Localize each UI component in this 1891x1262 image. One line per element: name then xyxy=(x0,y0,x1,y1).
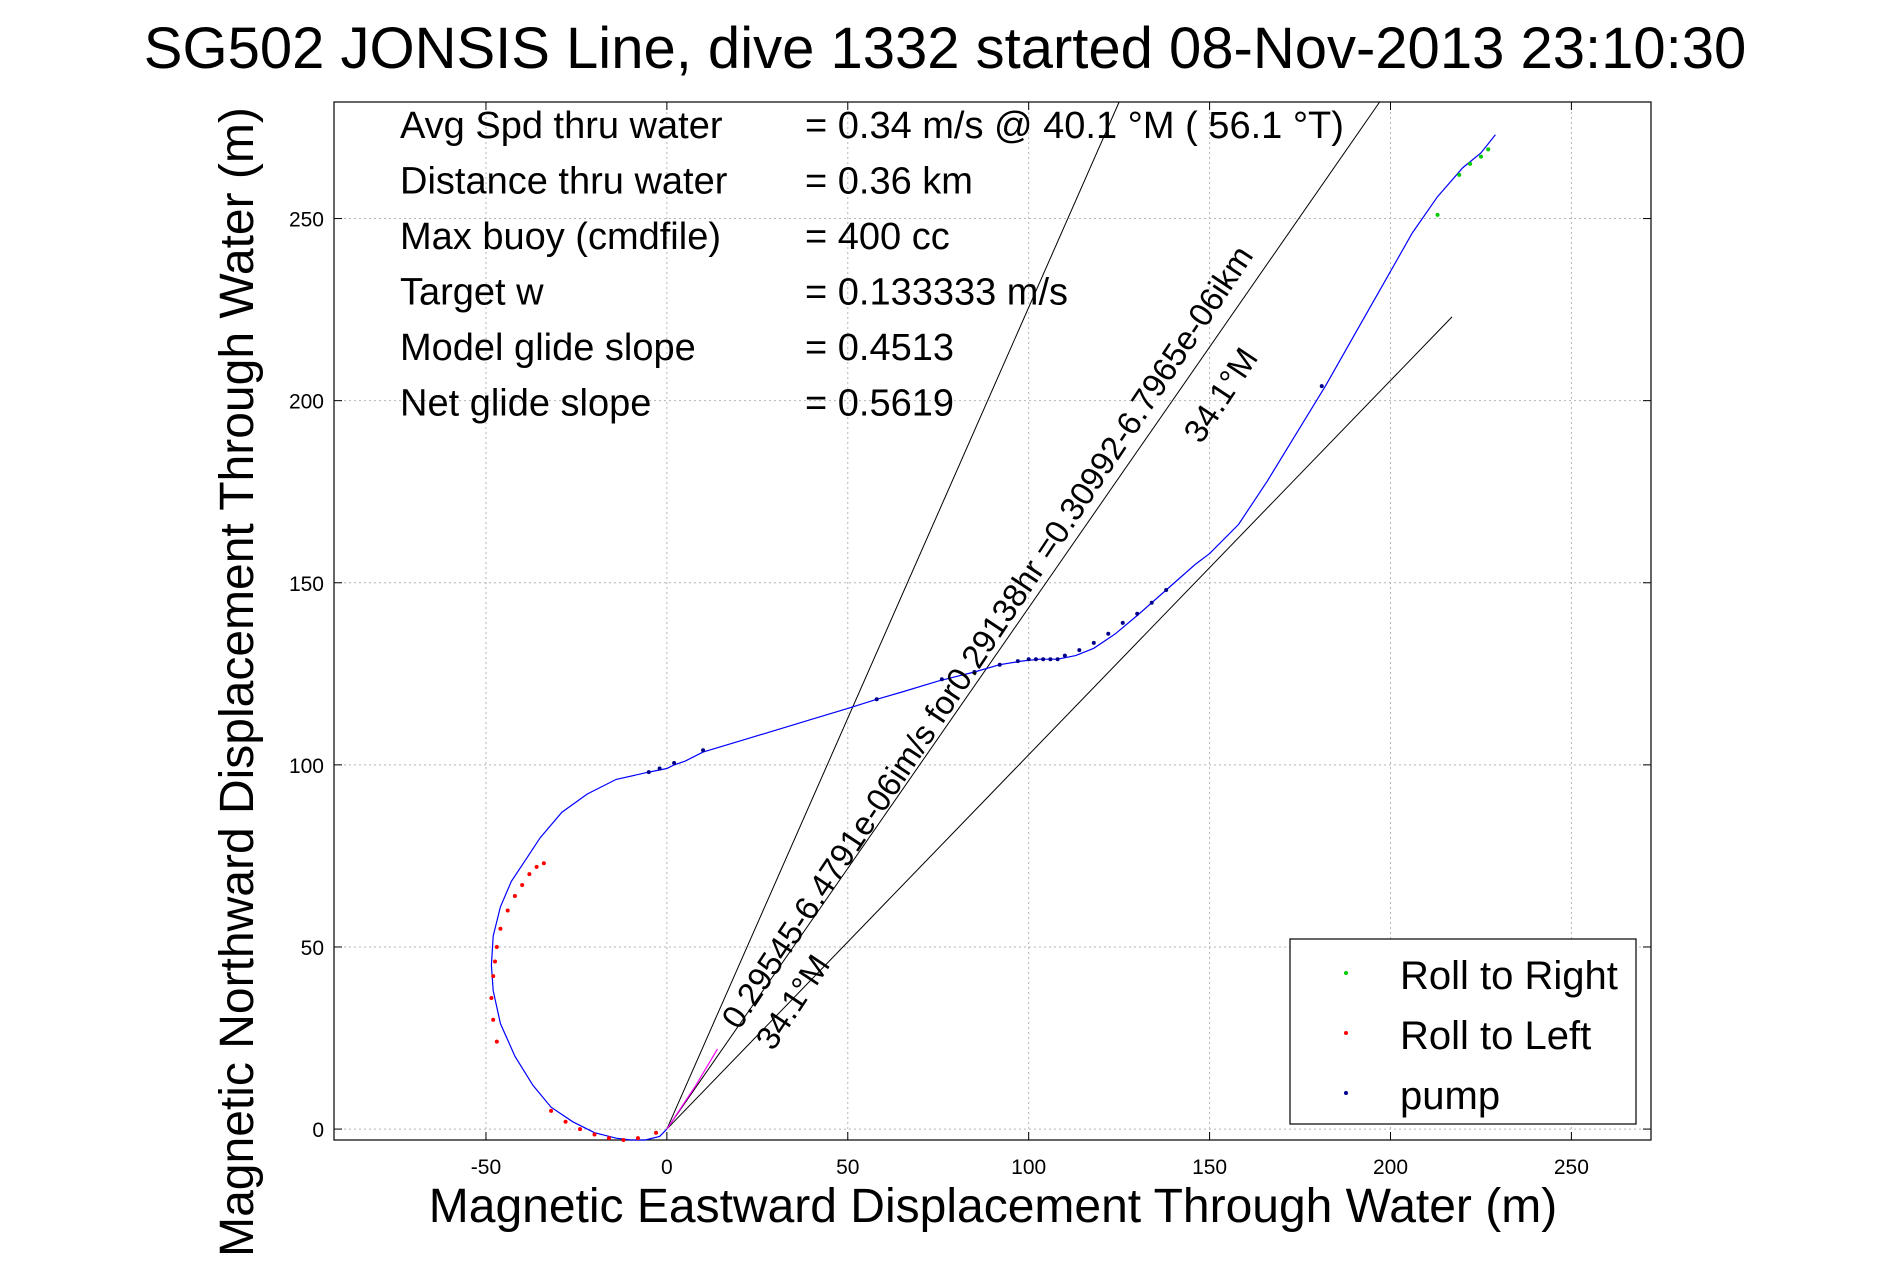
marker-point xyxy=(1478,154,1483,159)
marker-point xyxy=(1106,631,1111,636)
marker-point xyxy=(1435,212,1440,217)
x-tick-labels: -50 0 50 100 150 200 250 xyxy=(471,1156,1589,1179)
marker-point xyxy=(563,1119,568,1124)
marker-point xyxy=(621,1138,626,1142)
marker-point xyxy=(874,697,879,702)
legend-marker xyxy=(1344,1031,1348,1035)
marker-point xyxy=(1048,657,1053,662)
marker-point xyxy=(1120,620,1125,625)
stat-value: = 0.5619 xyxy=(805,383,954,425)
marker-point xyxy=(1055,657,1060,662)
stat-value: = 400 cc xyxy=(805,216,950,258)
y-tick-label: 50 xyxy=(301,937,324,960)
stat-label: Target w xyxy=(400,272,544,314)
stat-value: = 0.133333 m/s xyxy=(805,272,1068,314)
y-tick-label: 0 xyxy=(312,1119,324,1142)
marker-point xyxy=(491,1017,496,1022)
marker-point xyxy=(541,861,546,866)
stat-label: Model glide slope xyxy=(400,327,696,369)
x-tick-label: 200 xyxy=(1373,1156,1408,1179)
dive-stats-block: Avg Spd thru water = 0.34 m/s @ 40.1 °M (… xyxy=(400,105,1344,425)
y-axis-label: Magnetic Northward Displacement Through … xyxy=(211,107,264,1257)
legend: Roll to Right Roll to Left pump xyxy=(1289,938,1637,1125)
marker-point xyxy=(498,926,503,931)
stat-label: Max buoy (cmdfile) xyxy=(400,216,721,258)
stat-label: Net glide slope xyxy=(400,383,651,425)
marker-point xyxy=(1319,384,1324,389)
marker-point xyxy=(672,761,677,766)
stat-value: = 0.34 m/s @ 40.1 °M ( 56.1 °T) xyxy=(805,105,1344,147)
marker-point xyxy=(1077,648,1082,653)
plot-area: -50 0 50 100 150 200 250 0 50 100 150 200 250 xyxy=(289,101,1652,1179)
x-tick-label: 0 xyxy=(661,1156,673,1179)
marker-point xyxy=(512,893,517,898)
marker-point xyxy=(494,1039,499,1044)
series-group xyxy=(490,134,1496,1141)
stat-label: Distance thru water xyxy=(400,161,728,203)
marker-point xyxy=(578,1127,583,1132)
marker-point xyxy=(1033,657,1038,662)
legend-label: pump xyxy=(1400,1074,1500,1118)
x-tick-label: 250 xyxy=(1554,1156,1589,1179)
legend-label: Roll to Right xyxy=(1400,954,1618,998)
marker-point xyxy=(520,883,525,888)
marker-point xyxy=(606,1136,611,1141)
stat-label: Avg Spd thru water xyxy=(400,105,723,147)
marker-point xyxy=(939,677,944,682)
markers-group xyxy=(489,147,1491,1142)
y-tick-label: 100 xyxy=(289,755,324,778)
stat-value: = 0.4513 xyxy=(805,327,954,369)
stat-value: = 0.36 km xyxy=(805,161,973,203)
marker-point xyxy=(1091,640,1096,645)
marker-point xyxy=(1026,657,1031,662)
x-axis-label: Magnetic Eastward Displacement Through W… xyxy=(429,1180,1557,1233)
reference-line xyxy=(666,316,1453,1130)
x-tick-label: -50 xyxy=(471,1156,501,1179)
marker-point xyxy=(646,770,651,775)
marker-point xyxy=(1164,588,1169,593)
marker-point xyxy=(534,864,539,869)
marker-point xyxy=(1486,147,1491,152)
marker-point xyxy=(549,1108,554,1113)
x-tick-label: 100 xyxy=(1011,1156,1046,1179)
marker-point xyxy=(1149,600,1154,605)
marker-point xyxy=(592,1132,597,1137)
reference-lines xyxy=(666,101,1453,1130)
series-line xyxy=(666,1048,719,1130)
y-tick-label: 200 xyxy=(289,391,324,414)
marker-point xyxy=(635,1136,640,1141)
marker-point xyxy=(1041,657,1046,662)
marker-point xyxy=(1062,653,1067,658)
marker-point xyxy=(654,1130,659,1135)
marker-point xyxy=(494,944,499,949)
marker-point xyxy=(527,872,532,877)
y-tick-label: 150 xyxy=(289,573,324,596)
legend-marker xyxy=(1344,1091,1348,1095)
marker-point xyxy=(1457,172,1462,177)
legend-marker xyxy=(1344,971,1348,975)
marker-point xyxy=(972,669,977,674)
x-tick-label: 150 xyxy=(1192,1156,1227,1179)
marker-point xyxy=(701,748,706,753)
y-tick-label: 250 xyxy=(289,209,324,232)
y-tick-labels: 0 50 100 150 200 250 xyxy=(289,209,324,1143)
marker-point xyxy=(657,766,662,771)
marker-point xyxy=(997,662,1002,667)
marker-point xyxy=(1468,161,1473,166)
marker-point xyxy=(489,995,494,1000)
series-line xyxy=(490,134,1496,1141)
chart-title: SG502 JONSIS Line, dive 1332 started 08-… xyxy=(144,16,1746,81)
marker-point xyxy=(505,908,510,913)
marker-point xyxy=(1135,611,1140,616)
legend-label: Roll to Left xyxy=(1400,1014,1591,1058)
reference-line xyxy=(666,101,1120,1130)
marker-point xyxy=(1015,659,1020,664)
marker-point xyxy=(493,959,498,964)
x-tick-label: 50 xyxy=(836,1156,859,1179)
reference-line xyxy=(666,101,1381,1130)
marker-point xyxy=(491,974,496,979)
